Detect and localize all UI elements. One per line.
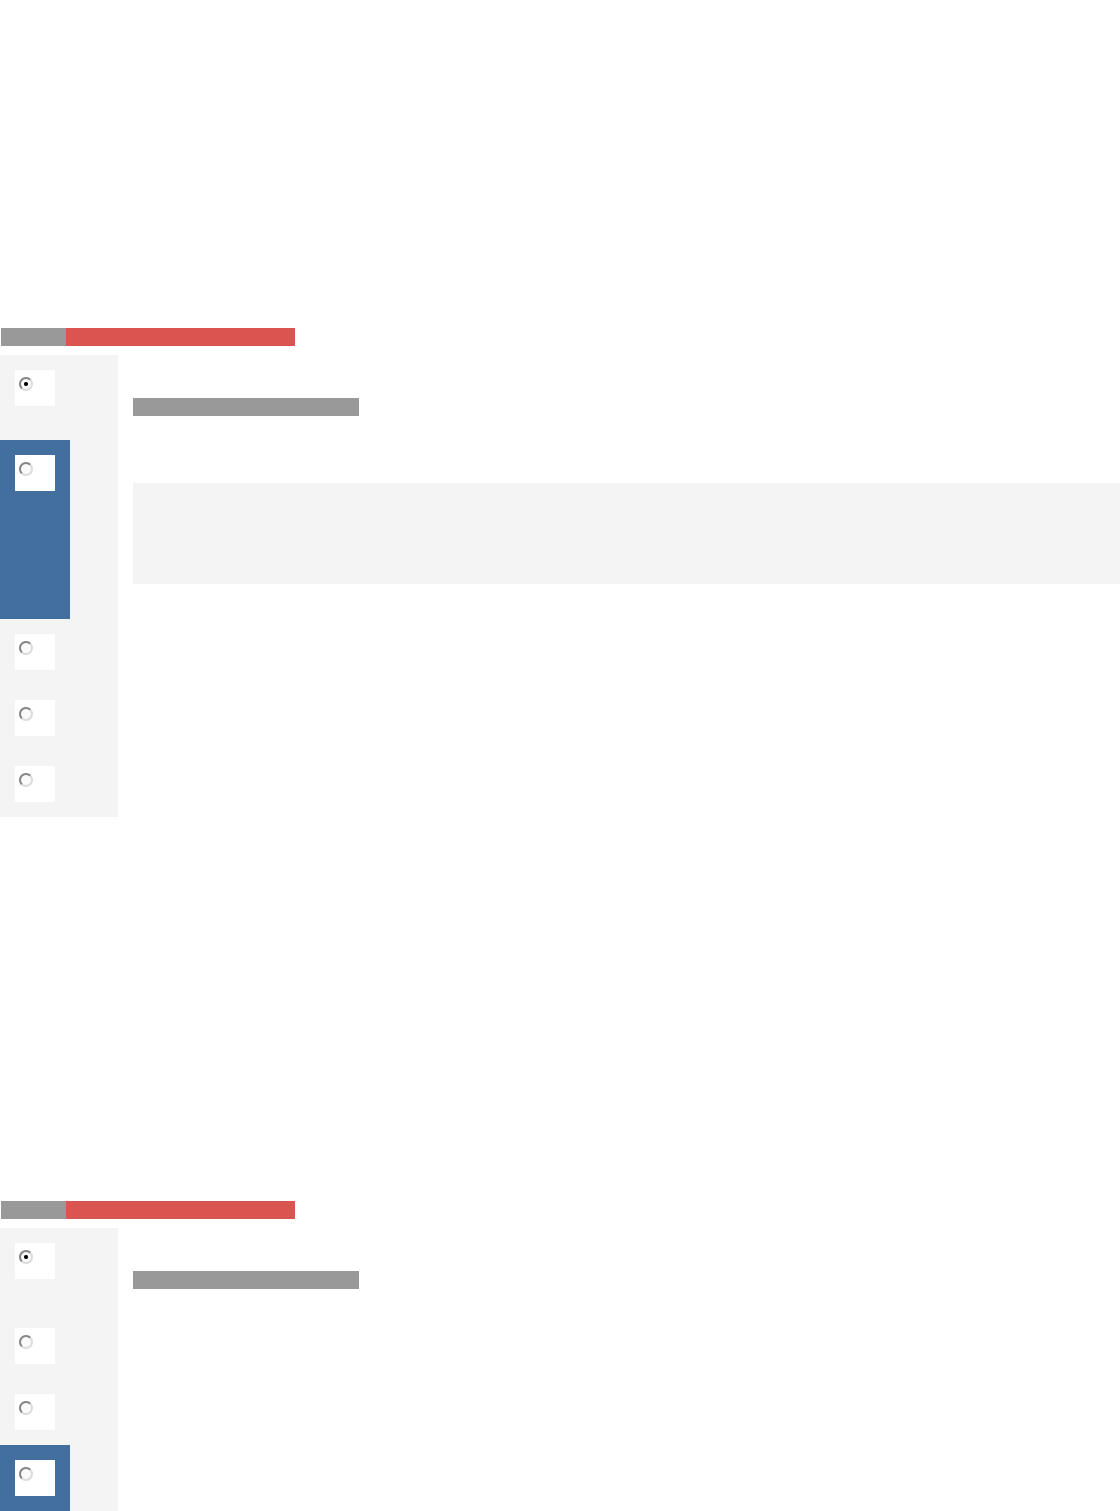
- progress-segment-accent: [66, 328, 295, 346]
- progress-segment-accent: [66, 1201, 295, 1219]
- option-4[interactable]: [15, 1460, 55, 1496]
- radio-icon[interactable]: [19, 1401, 33, 1415]
- option-1[interactable]: [15, 1243, 55, 1279]
- radio-checked-icon[interactable]: [19, 377, 33, 391]
- option-2[interactable]: [15, 1328, 55, 1364]
- content-block-placeholder: [133, 483, 1120, 584]
- option-2[interactable]: [15, 455, 55, 491]
- radio-checked-icon[interactable]: [19, 1250, 33, 1264]
- radio-icon[interactable]: [19, 641, 33, 655]
- option-4[interactable]: [15, 700, 55, 736]
- question-title-placeholder: [133, 1271, 359, 1289]
- option-1[interactable]: [15, 370, 55, 406]
- option-3[interactable]: [15, 634, 55, 670]
- radio-icon[interactable]: [19, 1467, 33, 1481]
- progress-segment-done: [1, 328, 66, 346]
- option-3[interactable]: [15, 1394, 55, 1430]
- progress-segment-done: [1, 1201, 66, 1219]
- option-5[interactable]: [15, 766, 55, 802]
- question-title-placeholder: [133, 398, 359, 416]
- radio-icon[interactable]: [19, 462, 33, 476]
- radio-icon[interactable]: [19, 707, 33, 721]
- radio-icon[interactable]: [19, 1335, 33, 1349]
- radio-icon[interactable]: [19, 773, 33, 787]
